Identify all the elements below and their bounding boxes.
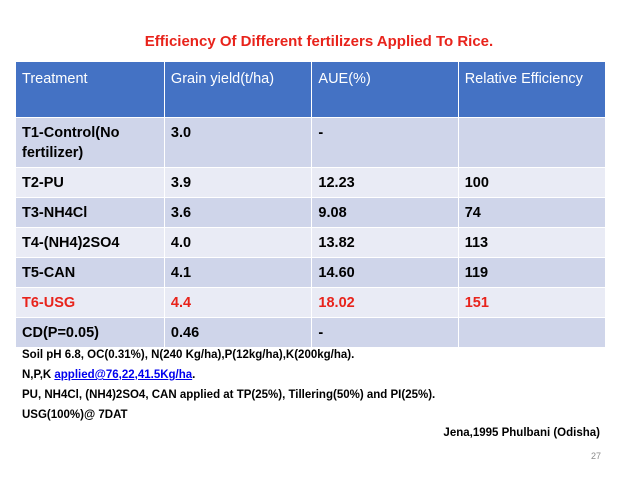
cell-aue: - <box>311 317 459 347</box>
cell-treatment: T6-USG <box>15 287 165 318</box>
cell-relative-efficiency: 100 <box>457 167 605 198</box>
cell-relative-efficiency: 74 <box>457 197 605 228</box>
note-npk-application: N,P,K applied@76,22,41.5Kg/ha. <box>22 365 435 385</box>
table-row: T2-PU 3.9 12.23 100 <box>15 167 605 198</box>
cell-relative-efficiency: 119 <box>457 257 605 288</box>
cell-relative-efficiency: 151 <box>457 287 605 318</box>
table-row: T4-(NH4)2SO4 4.0 13.82 113 <box>15 227 605 258</box>
cell-relative-efficiency: 113 <box>457 227 605 258</box>
header-treatment: Treatment <box>15 61 165 118</box>
cell-grain-yield: 4.0 <box>163 227 312 258</box>
note-split-application: PU, NH4Cl, (NH4)2SO4, CAN applied at TP(… <box>22 389 436 401</box>
header-grain-yield: Grain yield(t/ha) <box>163 61 312 118</box>
cell-aue: 18.02 <box>311 287 459 318</box>
notes-block: Soil pH 6.8, OC(0.31%), N(240 Kg/ha),P(1… <box>22 345 435 425</box>
cell-relative-efficiency <box>457 317 605 347</box>
cell-aue: 14.60 <box>311 257 459 288</box>
cell-treatment: CD(P=0.05) <box>15 317 165 347</box>
fertilizer-efficiency-table: Treatment Grain yield(t/ha) AUE(%) Relat… <box>15 61 605 347</box>
cell-grain-yield: 3.0 <box>163 117 312 168</box>
cell-grain-yield: 4.4 <box>163 287 312 318</box>
npk-rate-link[interactable]: applied@76,22,41.5Kg/ha <box>54 369 193 381</box>
source-citation: Jena,1995 Phulbani (Odisha) <box>443 427 600 439</box>
cell-grain-yield: 3.6 <box>163 197 312 228</box>
page-number: 27 <box>590 451 601 461</box>
table-row: T5-CAN 4.1 14.60 119 <box>15 257 605 288</box>
table-row-highlighted: T6-USG 4.4 18.02 151 <box>15 287 605 318</box>
header-relative-efficiency: Relative Efficiency <box>457 61 605 118</box>
note-usg: USG(100%)@ 7DAT <box>22 409 128 421</box>
cell-relative-efficiency <box>457 117 605 168</box>
cell-treatment: T1-Control(No fertilizer) <box>15 117 165 168</box>
note-soil-properties: Soil pH 6.8, OC(0.31%), N(240 Kg/ha),P(1… <box>22 349 355 361</box>
cell-grain-yield: 4.1 <box>163 257 312 288</box>
cell-treatment: T5-CAN <box>15 257 165 288</box>
table-row: T3-NH4Cl 3.6 9.08 74 <box>15 197 605 228</box>
cell-aue: 9.08 <box>311 197 459 228</box>
cell-treatment: T3-NH4Cl <box>15 197 165 228</box>
table-row: CD(P=0.05) 0.46 - <box>15 317 605 347</box>
cell-grain-yield: 0.46 <box>163 317 312 347</box>
slide-title: Efficiency Of Different fertilizers Appl… <box>144 33 494 50</box>
header-aue: AUE(%) <box>311 61 459 118</box>
cell-grain-yield: 3.9 <box>163 167 312 198</box>
table-row: T1-Control(No fertilizer) 3.0 - <box>15 117 605 168</box>
note-npk-prefix: N,P,K <box>22 369 55 381</box>
cell-aue: 13.82 <box>311 227 459 258</box>
cell-aue: 12.23 <box>311 167 459 198</box>
table-header-row: Treatment Grain yield(t/ha) AUE(%) Relat… <box>15 61 605 118</box>
note-npk-suffix: . <box>192 369 196 381</box>
cell-treatment: T4-(NH4)2SO4 <box>15 227 165 258</box>
cell-treatment: T2-PU <box>15 167 165 198</box>
cell-aue: - <box>311 117 459 168</box>
